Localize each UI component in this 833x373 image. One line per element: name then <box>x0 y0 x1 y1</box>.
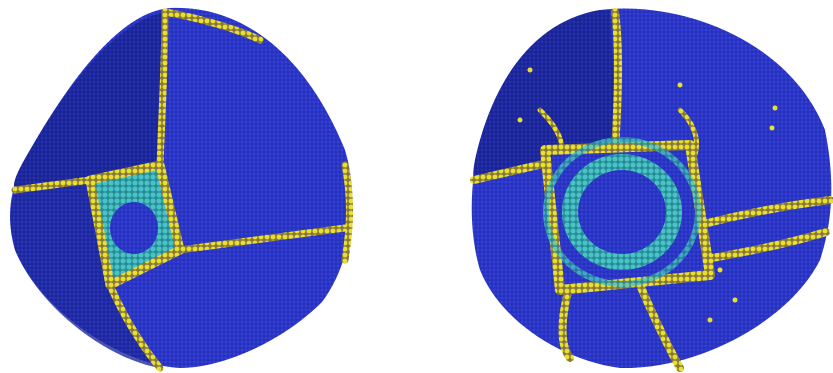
image <box>0 0 833 373</box>
shaded-facet <box>14 12 165 190</box>
facet-core <box>110 202 158 254</box>
page <box>0 0 833 373</box>
left-particle <box>10 8 352 368</box>
right-particle <box>472 9 832 369</box>
